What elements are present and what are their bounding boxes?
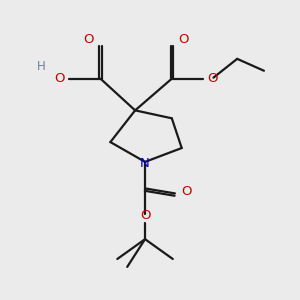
- Text: H: H: [37, 60, 45, 73]
- Text: O: O: [55, 72, 65, 85]
- Text: O: O: [178, 32, 189, 46]
- Text: N: N: [140, 158, 150, 170]
- Text: O: O: [182, 185, 192, 198]
- Text: O: O: [140, 209, 150, 222]
- Text: O: O: [83, 32, 94, 46]
- Text: O: O: [207, 72, 218, 85]
